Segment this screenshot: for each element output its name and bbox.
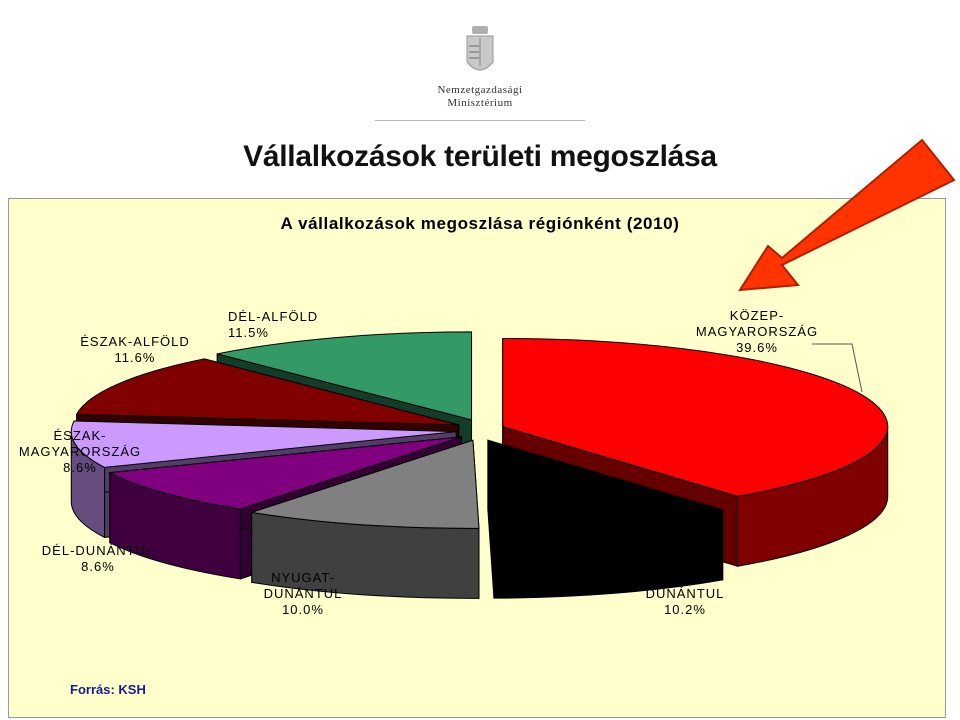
slice-label-eszak-alfold: ÉSZAK-ALFÖLD 11.6%	[70, 334, 200, 366]
slice-value: 39.6%	[736, 340, 778, 355]
slice-label-kozep-dunantul: KÖZEP- DUNÁNTUL 10.2%	[620, 570, 750, 618]
ministry-logo: Nemzetgazdasági Minisztérium	[415, 22, 545, 112]
chart-title: A vállalkozások megoszlása régiónként (2…	[280, 214, 680, 233]
slice-label-line: ÉSZAK-	[53, 428, 107, 443]
pie-slice	[75, 358, 459, 426]
logo-text-line1: Nemzetgazdasági	[437, 84, 523, 96]
slice-label-eszak-magyarorszag: ÉSZAK- MAGYARORSZÁG 8.6%	[10, 428, 150, 476]
pie-slice	[70, 420, 457, 468]
logo-text-line2: Minisztérium	[447, 97, 513, 109]
pie-slice	[108, 436, 462, 510]
pie-slice	[251, 439, 480, 529]
slice-label-line: DÉL-ALFÖLD	[228, 309, 319, 324]
pie-slice	[487, 439, 723, 529]
pie-slice	[502, 338, 889, 497]
slice-label-del-dunantul: DÉL-DUNÁNTUL 8.6%	[28, 543, 168, 575]
slice-label-kozep-magyarorszag: KÖZEP- MAGYARORSZÁG 39.6%	[672, 308, 842, 356]
slice-value: 8.6%	[63, 460, 97, 475]
slice-label-line: NYUGAT-	[271, 570, 335, 585]
slice-label-line: KÖZEP-	[657, 570, 713, 585]
slice-label-nyugat-dunantul: NYUGAT- DUNÁNTUL 10.0%	[248, 570, 358, 618]
source-note: Forrás: KSH	[70, 682, 146, 697]
slice-value: 8.6%	[81, 559, 115, 574]
slice-label-line: KÖZEP-	[729, 308, 785, 323]
slice-label-line: DUNÁNTUL	[645, 586, 725, 601]
coat-of-arms-icon	[466, 26, 494, 71]
slice-label-del-alfold: DÉL-ALFÖLD 11.5%	[228, 309, 328, 341]
page-title: Vállalkozások területi megoszlása	[243, 140, 717, 173]
slice-label-line: ÉSZAK-ALFÖLD	[80, 334, 190, 349]
slice-value: 10.2%	[664, 602, 706, 617]
annotation-arrow-icon	[738, 138, 956, 292]
slice-label-line: DÉL-DUNÁNTUL	[41, 543, 155, 558]
header-divider	[375, 120, 585, 121]
label-leader-line	[812, 343, 863, 393]
slice-value: 11.5%	[228, 325, 269, 340]
slice-value: 11.6%	[114, 350, 156, 365]
slice-label-line: DUNÁNTUL	[263, 586, 343, 601]
pie-slice	[217, 331, 473, 421]
slice-value: 10.0%	[282, 602, 324, 617]
slice-label-line: MAGYARORSZÁG	[18, 444, 142, 459]
slice-label-line: MAGYARORSZÁG	[695, 324, 819, 339]
